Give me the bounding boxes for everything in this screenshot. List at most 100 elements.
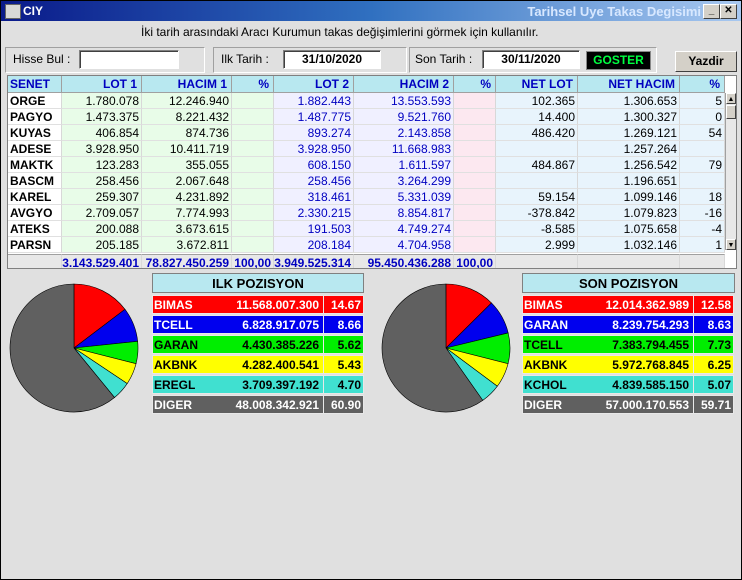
table-cell-symbol[interactable]: KAREL [8, 189, 62, 205]
table-cell[interactable]: 14.400 [496, 109, 578, 125]
table-cell[interactable]: 191.503 [274, 221, 354, 237]
table-cell[interactable]: 4.749.274 [354, 221, 454, 237]
table-cell[interactable]: 18 [680, 189, 725, 205]
table-cell[interactable]: 7.774.993 [142, 205, 232, 221]
table-cell[interactable] [232, 141, 274, 157]
table-cell[interactable] [454, 221, 496, 237]
scroll-thumb[interactable] [726, 105, 736, 119]
table-cell[interactable]: 9.521.760 [354, 109, 454, 125]
table-cell[interactable]: 1.487.775 [274, 109, 354, 125]
table-cell[interactable]: 123.283 [62, 157, 142, 173]
takas-table[interactable]: 100,00 95.450.436.288 3.949.525.314 100,00 7… [7, 75, 737, 269]
table-cell[interactable]: 1.780.078 [62, 93, 142, 109]
table-cell[interactable]: 3.264.299 [354, 173, 454, 189]
ilk-tarih-input[interactable]: 31/10/2020 [283, 50, 381, 69]
table-cell[interactable]: -4 [680, 221, 725, 237]
table-cell[interactable] [454, 125, 496, 141]
column-header[interactable]: LOT 1 [62, 76, 142, 93]
table-cell[interactable] [454, 189, 496, 205]
column-header[interactable]: LOT 2 [274, 76, 354, 93]
table-cell[interactable]: 79 [680, 157, 725, 173]
table-cell[interactable] [454, 205, 496, 221]
table-cell[interactable]: 4.231.892 [142, 189, 232, 205]
column-header[interactable]: NET HACIM [578, 76, 680, 93]
table-cell[interactable]: 3.928.950 [274, 141, 354, 157]
goster-button[interactable]: GOSTER [586, 51, 651, 70]
table-cell[interactable] [680, 173, 725, 189]
table-cell[interactable]: 1.300.327 [578, 109, 680, 125]
table-cell[interactable] [454, 173, 496, 189]
table-cell-symbol[interactable]: BASCM [8, 173, 62, 189]
table-cell[interactable] [454, 141, 496, 157]
table-cell[interactable]: 0 [680, 109, 725, 125]
table-cell[interactable]: 4.704.958 [354, 237, 454, 253]
table-cell[interactable] [232, 173, 274, 189]
table-cell[interactable]: 2.143.858 [354, 125, 454, 141]
table-cell[interactable]: 1.257.264 [578, 141, 680, 157]
table-cell[interactable] [454, 237, 496, 253]
scroll-up-icon[interactable]: ▲ [726, 93, 736, 104]
table-cell[interactable]: 5 [680, 93, 725, 109]
table-cell[interactable]: 406.854 [62, 125, 142, 141]
table-cell[interactable]: 1.306.653 [578, 93, 680, 109]
yazdir-button[interactable]: Yazdir [675, 51, 737, 72]
table-cell[interactable]: 318.461 [274, 189, 354, 205]
table-cell[interactable]: 11.668.983 [354, 141, 454, 157]
table-cell[interactable]: 2.330.215 [274, 205, 354, 221]
table-cell[interactable] [232, 157, 274, 173]
table-cell[interactable]: 1.882.443 [274, 93, 354, 109]
table-cell-symbol[interactable]: MAKTK [8, 157, 62, 173]
table-cell[interactable]: 1.032.146 [578, 237, 680, 253]
table-cell[interactable]: 59.154 [496, 189, 578, 205]
column-header[interactable]: SENET [8, 76, 62, 93]
table-cell[interactable]: 200.088 [62, 221, 142, 237]
vertical-scrollbar[interactable]: ▲ ▼ [725, 93, 736, 250]
table-cell[interactable]: 486.420 [496, 125, 578, 141]
table-cell[interactable]: 8.221.432 [142, 109, 232, 125]
table-cell[interactable]: 2.067.648 [142, 173, 232, 189]
table-cell[interactable] [232, 189, 274, 205]
column-header[interactable]: % [680, 76, 725, 93]
table-cell[interactable] [496, 141, 578, 157]
close-button[interactable]: ✕ [720, 4, 737, 19]
table-cell[interactable] [232, 221, 274, 237]
hisse-search-input[interactable] [79, 50, 179, 69]
table-cell[interactable]: 874.736 [142, 125, 232, 141]
table-cell[interactable]: 3.928.950 [62, 141, 142, 157]
table-cell[interactable] [232, 109, 274, 125]
column-header[interactable]: HACIM 1 [142, 76, 232, 93]
table-cell[interactable]: 258.456 [274, 173, 354, 189]
table-cell[interactable]: 102.365 [496, 93, 578, 109]
table-cell[interactable] [454, 109, 496, 125]
table-cell[interactable] [496, 173, 578, 189]
table-cell-symbol[interactable]: ORGE [8, 93, 62, 109]
minimize-button[interactable]: _ [703, 4, 720, 19]
table-cell[interactable]: 2.709.057 [62, 205, 142, 221]
table-cell-symbol[interactable]: ATEKS [8, 221, 62, 237]
table-cell[interactable]: 355.055 [142, 157, 232, 173]
table-cell[interactable]: 259.307 [62, 189, 142, 205]
table-cell[interactable]: -16 [680, 205, 725, 221]
table-cell[interactable]: 3.672.811 [142, 237, 232, 253]
table-cell[interactable]: 2.999 [496, 237, 578, 253]
table-cell[interactable]: 13.553.593 [354, 93, 454, 109]
table-cell[interactable]: 5.331.039 [354, 189, 454, 205]
column-header[interactable]: NET LOT [496, 76, 578, 93]
table-cell[interactable]: 1.079.823 [578, 205, 680, 221]
table-cell[interactable] [454, 157, 496, 173]
table-cell-symbol[interactable]: PARSN [8, 237, 62, 253]
table-cell[interactable]: 10.411.719 [142, 141, 232, 157]
table-cell[interactable] [232, 205, 274, 221]
table-cell[interactable]: 258.456 [62, 173, 142, 189]
table-cell[interactable]: 54 [680, 125, 725, 141]
table-cell[interactable]: 208.184 [274, 237, 354, 253]
table-cell-symbol[interactable]: AVGYO [8, 205, 62, 221]
table-cell[interactable]: 1.099.146 [578, 189, 680, 205]
table-cell[interactable]: 12.246.940 [142, 93, 232, 109]
table-cell[interactable]: 1.269.121 [578, 125, 680, 141]
table-cell[interactable]: 1.196.651 [578, 173, 680, 189]
table-cell[interactable]: 1.611.597 [354, 157, 454, 173]
table-cell[interactable]: 3.673.615 [142, 221, 232, 237]
table-cell-symbol[interactable]: ADESE [8, 141, 62, 157]
table-cell[interactable]: 1.075.658 [578, 221, 680, 237]
